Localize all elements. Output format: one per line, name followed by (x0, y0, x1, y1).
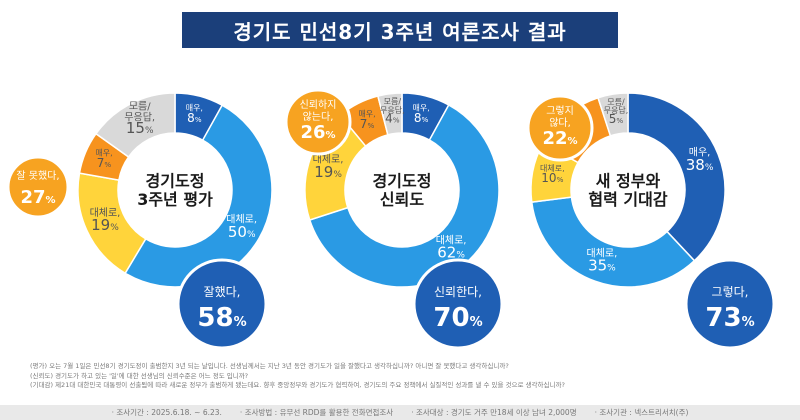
slice-label-text: 대체로, (313, 154, 344, 166)
donut-center-title: 새 정부와 협력 기대감 (588, 171, 667, 208)
slice-label: 매우,8% (413, 104, 430, 125)
negative-label: 않는다, (303, 111, 334, 123)
slice-label-text: 매우, (95, 148, 112, 157)
slice-label-text: 대체로, (587, 247, 618, 259)
donut-slice (94, 92, 176, 158)
slice-label-text: 모름/ (384, 97, 402, 106)
survey-period: · 조사기간 : 2025.6.18. ~ 6.23. (111, 408, 222, 417)
donut-center-title: 경기도정 신뢰도 (373, 171, 432, 208)
positive-value: 73% (705, 303, 754, 333)
survey-footer: · 조사기간 : 2025.6.18. ~ 6.23. · 조사방법 : 유무선… (0, 405, 800, 420)
slice-value: 7% (97, 156, 112, 170)
donut-slice (308, 103, 500, 288)
donut-chart-3: 매우,38%대체로,35%대체로,10%전혀,12%모름/무응답,5%새 정부와… (526, 92, 776, 350)
slice-value: 5% (609, 112, 624, 126)
slice-label: 모름/무응답,4% (380, 97, 405, 126)
positive-bubble (684, 258, 776, 350)
slice-label-text: 매우, (689, 147, 711, 159)
slice-value: 8% (187, 111, 202, 125)
negative-label: 신뢰하지 (300, 98, 337, 111)
positive-label: 그렇다, (712, 284, 749, 299)
note-line: (신뢰도) 경기도가 하고 있는 '일'에 대한 선생님의 신뢰수준은 어느 정… (30, 371, 249, 380)
slice-label-text: 모름/ (129, 101, 151, 113)
slice-label: 매우,7% (95, 148, 112, 169)
slice-label: 매우,8% (186, 104, 203, 125)
positive-label: 신뢰한다, (434, 285, 482, 299)
donut-chart-2: 매우,8%대체로,62%대체로,19%매우,7%모름/무응답,4%경기도정 신뢰도… (284, 88, 504, 350)
donut-slice (627, 92, 726, 262)
negative-bubble (284, 88, 352, 156)
negative-label: 잘 못했다, (16, 169, 59, 182)
slice-label-text: 대체로, (540, 163, 565, 173)
positive-label: 잘했다, (204, 285, 241, 299)
slice-label-text: 대체로, (436, 234, 467, 246)
donut-slice (124, 104, 273, 288)
donut-charts: 매우,8%대체로,50%대체로,19%매우,7%모름/무응답,15%경기도정 3주… (6, 88, 776, 350)
slice-label-text: 대체로, (90, 207, 121, 219)
slice-label: 모름/무응답,5% (604, 97, 629, 126)
slice-label: 매우,7% (358, 110, 375, 131)
note-line: (기대감) 제21대 대한민국 대통령이 선출됨에 따라 새로운 정부가 출범하… (30, 381, 565, 389)
slice-label-text: 매우, (358, 110, 375, 119)
slice-label-text: 대체로, (226, 214, 257, 226)
slice-value: 10% (541, 171, 563, 185)
survey-questions: (평가) 오는 7월 1일은 민선8기 경기도정이 출범한지 3년 되는 날입니… (30, 362, 780, 391)
negative-bubble (6, 155, 70, 219)
slice-label: 모름/무응답,15% (124, 101, 155, 137)
note-line: (평가) 오는 7월 1일은 민선8기 경기도정이 출범한지 3년 되는 날입니… (30, 362, 509, 370)
slice-label-text: 무응답, (124, 112, 155, 124)
slice-label-text: 무응답, (604, 105, 629, 115)
slice-label: 대체로,10% (540, 163, 565, 185)
donut-center-title: 경기도정 3주년 평가 (137, 171, 213, 208)
survey-target: · 조사대상 : 경기도 거주 만18세 이상 남녀 2,000명 (411, 408, 577, 417)
slice-value: 8% (414, 111, 429, 125)
slice-label-text: 매우, (413, 104, 430, 113)
donut-slice (376, 92, 403, 136)
donut-slice (530, 196, 696, 288)
donut-chart-1: 매우,8%대체로,50%대체로,19%매우,7%모름/무응답,15%경기도정 3주… (6, 92, 273, 350)
negative-label: 그렇지 (546, 104, 574, 117)
slice-value: 4% (385, 112, 400, 126)
positive-bubble (412, 258, 504, 350)
positive-bubble (176, 258, 268, 350)
slice-value: 7% (360, 117, 375, 131)
negative-bubble (526, 94, 594, 162)
slice-label-text: 매우, (186, 104, 203, 113)
negative-label: 않다, (549, 117, 571, 129)
slice-label-text: 무응답, (380, 105, 405, 115)
slice-label-text: 모름/ (607, 97, 625, 106)
donut-slice (597, 92, 629, 137)
survey-method: · 조사방법 : 유무선 RDD를 활용한 전화면접조사 (239, 408, 394, 417)
survey-agency: · 조사기관 : 넥스트리서치(주) (594, 408, 689, 417)
page-title: 경기도 민선8기 3주년 여론조사 결과 (182, 12, 618, 48)
